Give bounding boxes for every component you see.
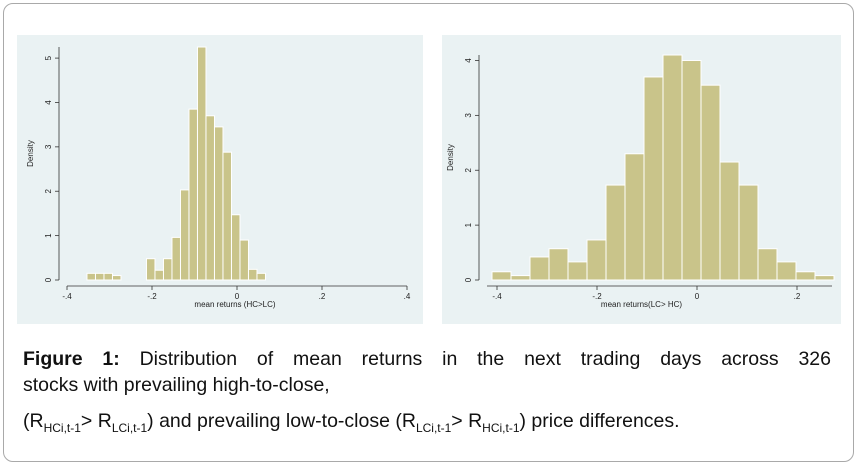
histogram-bar (145, 258, 156, 281)
histogram-bar (239, 239, 249, 281)
figure-caption: Figure 1: Distribution of mean returns i… (23, 346, 831, 434)
y-tick-label: 5 (44, 55, 53, 60)
histogram-bar (605, 184, 626, 281)
y-tick-label: 1 (44, 233, 53, 238)
histogram-bar (213, 126, 224, 281)
histogram-bar (814, 275, 835, 281)
histogram-bar (795, 271, 816, 281)
y-tick-label: 1 (464, 222, 473, 227)
x-tick-label: -.4 (62, 292, 72, 301)
x-axis-label: mean returns (HC>LC) (194, 300, 275, 309)
y-tick-label: 4 (44, 100, 53, 105)
x-tick-label: .2 (319, 292, 326, 301)
y-tick-label: 3 (44, 144, 53, 149)
histogram-bar (643, 76, 664, 281)
histogram-bar (256, 272, 266, 281)
histogram-panel-lc-hc: 0 1 2 3 4 -.4 -.2 0 .2 mean returns(LC> HC) Densit… (442, 35, 841, 324)
caption-subscript: LCi,t-1 (415, 421, 452, 435)
histogram-bar (757, 248, 778, 281)
histogram-bar (662, 54, 683, 281)
histogram-bar (103, 272, 113, 281)
caption-text: ) price differences. (519, 410, 680, 432)
histogram-bar (94, 272, 105, 281)
histogram-bar (491, 271, 512, 281)
histogram-bar (205, 115, 215, 281)
histogram-bar (154, 269, 164, 281)
caption-subscript: LCi,t-1 (111, 421, 148, 435)
x-tick-label: 0 (235, 292, 240, 301)
histogram-bar (510, 275, 531, 281)
histogram-bar (719, 161, 740, 281)
x-axis-label: mean returns(LC> HC) (601, 300, 682, 309)
histogram-hc-lc: 0 1 2 3 4 5 -.4 -.2 0 .2 .4 mean returns (HC>LC) Den… (26, 46, 411, 309)
histogram-bar (179, 189, 190, 281)
x-tick-label: -.4 (492, 292, 502, 301)
caption-text: > R (451, 410, 483, 432)
x-tick-label: .4 (404, 292, 411, 301)
y-tick-label: 4 (464, 58, 473, 63)
caption-text: ) and prevailing low-to-close (R (147, 410, 416, 432)
caption-label: Figure 1: (23, 348, 120, 370)
x-tick-label: -.2 (592, 292, 602, 301)
caption-text: > R (80, 410, 112, 432)
histogram-bar (171, 236, 181, 281)
histogram-lc-hc: 0 1 2 3 4 -.4 -.2 0 .2 mean returns(LC> HC) Densit… (446, 54, 835, 309)
histogram-bar (681, 59, 702, 281)
caption-line-1: Figure 1: Distribution of mean returns i… (23, 346, 831, 372)
caption-subscript: HCi,t-1 (43, 421, 81, 435)
caption-subscript: HCi,t-1 (482, 421, 520, 435)
histogram-bar (624, 153, 645, 281)
histogram-bar (222, 151, 232, 281)
histogram-bar (529, 256, 550, 281)
y-axis-label: Density (26, 140, 35, 167)
y-tick-label: 2 (44, 188, 53, 193)
y-axis-label: Density (446, 144, 455, 171)
x-tick-label: 0 (695, 292, 700, 301)
y-tick-label: 0 (464, 277, 473, 282)
histogram-bar (247, 268, 258, 281)
histogram-bar (567, 261, 588, 281)
caption-line-2: stocks with prevailing high-to-close, (23, 374, 330, 396)
x-tick-label: -.2 (147, 292, 157, 301)
histogram-bar (548, 248, 569, 281)
histogram-bar (700, 84, 721, 281)
caption-line-1-text: Distribution of mean returns in the next… (119, 348, 831, 370)
x-tick-label: .2 (794, 292, 801, 301)
histogram-bar (776, 261, 797, 281)
y-tick-label: 0 (44, 277, 53, 282)
caption-line-3: (RHCi,t-1> RLCi,t-1) and prevailing low-… (23, 408, 831, 434)
histogram-bar (162, 258, 173, 281)
histogram-bar (196, 46, 207, 281)
histogram-bar (86, 272, 96, 281)
caption-text: (R (23, 410, 44, 432)
y-tick-label: 3 (464, 113, 473, 118)
histogram-bar (230, 214, 241, 281)
histogram-bar (188, 108, 198, 281)
histogram-bar (111, 275, 122, 281)
y-tick-label: 2 (464, 167, 473, 172)
histogram-bar (738, 184, 759, 281)
histogram-bar (586, 239, 607, 281)
histogram-panel-hc-lc: 0 1 2 3 4 5 -.4 -.2 0 .2 .4 mean returns (HC>LC) Den… (17, 35, 423, 324)
